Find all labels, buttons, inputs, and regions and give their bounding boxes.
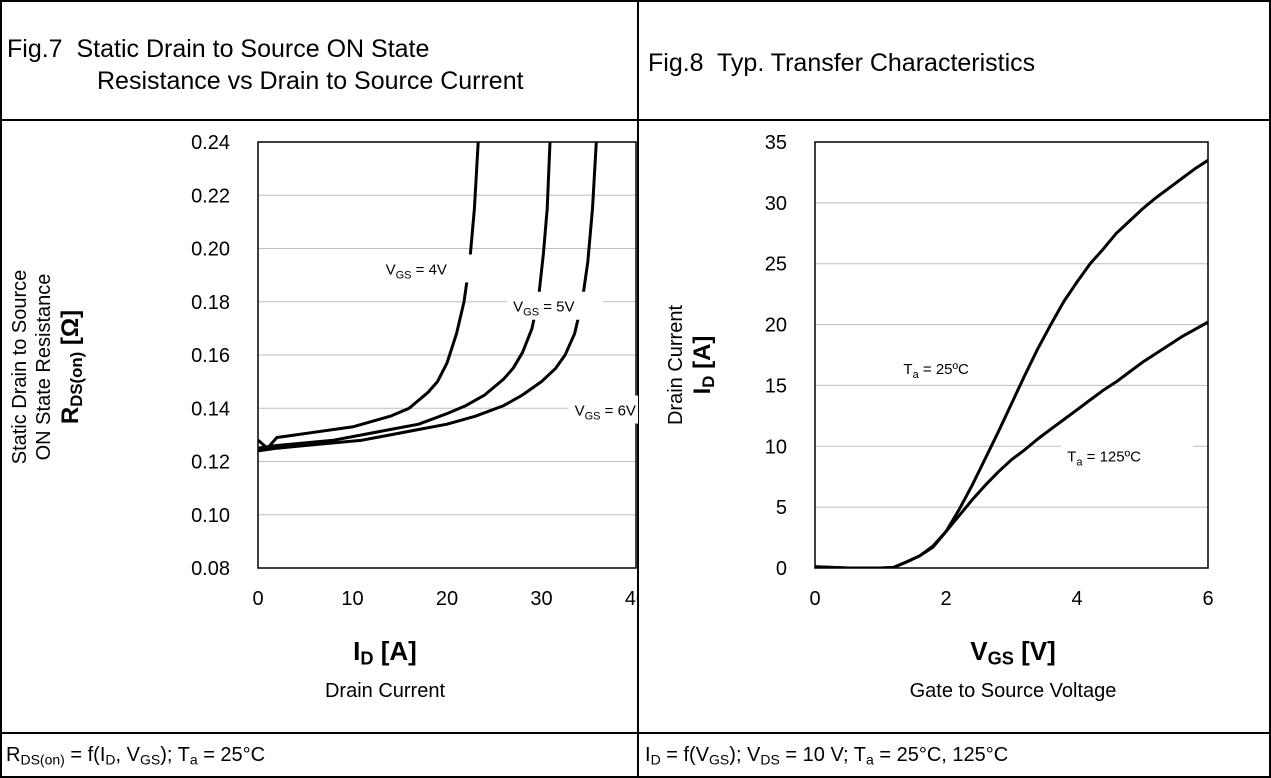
fig8-plot-area — [814, 141, 1209, 569]
fig7-ylabel-line2: ON State Resistance — [33, 273, 55, 461]
fig7-footer: RDS(on) = f(ID, VGS); Ta = 25°C — [6, 744, 266, 768]
fig7-xtick-label: 20 — [436, 588, 458, 610]
fig7-series-line-2 — [258, 142, 552, 450]
fig8-ylabel: Drain Current ID [A] — [664, 275, 718, 455]
fig7-xtick-label: 0 — [252, 588, 263, 610]
fig8-annotation-bg — [1061, 441, 1194, 470]
fig7-ylabel-line1: Static Drain to Source — [9, 269, 31, 465]
fig7-annotation-bg — [379, 254, 476, 283]
fig8-series-label-2: Ta = 125ºC — [1067, 449, 1141, 469]
fig7-xtick-label: 30 — [530, 588, 552, 610]
chart-fig8: 0 5 10 15 20 25 30 35 0 2 4 6 Ta = 25ºC Ta = 125ºC — [765, 132, 1214, 610]
fig8-xlabel: VGS [V] — [970, 636, 1056, 669]
fig7-ytick-label: 0.16 — [191, 345, 230, 367]
fig7-annotation-bg — [568, 395, 638, 424]
fig8-title: Fig.8 Typ. Transfer Characteristics — [648, 49, 1036, 77]
fig8-xtick-label: 0 — [809, 588, 820, 610]
fig7-annotation-bg — [507, 291, 604, 320]
fig7-title-line1: Fig.7 Static Drain to Source ON State — [7, 35, 430, 63]
fig7-title-line2: Resistance vs Drain to Source Current — [97, 67, 524, 95]
fig8-xtick-label: 4 — [1071, 588, 1082, 610]
fig8-xlabel-desc: Gate to Source Voltage — [909, 680, 1117, 702]
fig7-ylabel-symbol: RDS(on) [Ω] — [57, 309, 87, 425]
fig8-ylabel-symbol: ID [A] — [689, 335, 719, 395]
fig8-xtick-label: 2 — [940, 588, 951, 610]
fig7-series-line-1 — [258, 142, 480, 450]
fig7-xtick-label: 40 — [625, 588, 638, 610]
fig7-ytick-label: 0.22 — [191, 185, 230, 207]
fig7-ytick-label: 0.10 — [191, 505, 230, 527]
fig7-xlabel: ID [A] — [353, 636, 417, 669]
fig8-ytick-label: 5 — [776, 497, 787, 519]
fig7-plot-area — [257, 141, 637, 569]
fig8-ytick-label: 15 — [765, 375, 787, 397]
fig8-annotation-bg — [897, 354, 1016, 383]
fig8-ytick-label: 20 — [765, 315, 787, 337]
fig8-series-label-1: Ta = 25ºC — [903, 361, 969, 381]
fig8-ylabel-line1: Drain Current — [665, 304, 687, 426]
fig7-xtick-label: 10 — [341, 588, 363, 610]
fig8-ytick-label: 35 — [765, 132, 787, 154]
fig8-xtick-label: 6 — [1202, 588, 1213, 610]
fig7-ytick-label: 0.20 — [191, 239, 230, 261]
fig7-series-label-2: VGS = 5V — [513, 299, 574, 319]
fig8-footer: ID = f(VGS); VDS = 10 V; Ta = 25°C, 125°… — [645, 744, 1009, 768]
fig8-ytick-label: 10 — [765, 436, 787, 458]
fig7-ytick-label: 0.12 — [191, 452, 230, 474]
fig7-ytick-label: 0.18 — [191, 292, 230, 314]
fig8-ytick-label: 0 — [776, 558, 787, 580]
chart-fig7: 0.08 0.10 0.12 0.14 0.16 0.18 0.20 0.22 0.24 0 10 2… — [191, 132, 638, 610]
fig7-series-label-1: VGS = 4V — [386, 261, 447, 281]
fig7-ylabel: Static Drain to Source ON State Resistan… — [8, 242, 86, 492]
fig8-ytick-label: 30 — [765, 193, 787, 215]
fig7-xlabel-desc: Drain Current — [324, 680, 446, 702]
fig7-ytick-label: 0.08 — [191, 558, 230, 580]
fig8-ytick-label: 25 — [765, 254, 787, 276]
fig7-ytick-label: 0.14 — [191, 398, 230, 420]
fig8-series-line-2 — [815, 320, 1208, 568]
fig7-ytick-label: 0.24 — [191, 132, 230, 154]
fig7-series-label-3: VGS = 6V — [575, 403, 636, 423]
